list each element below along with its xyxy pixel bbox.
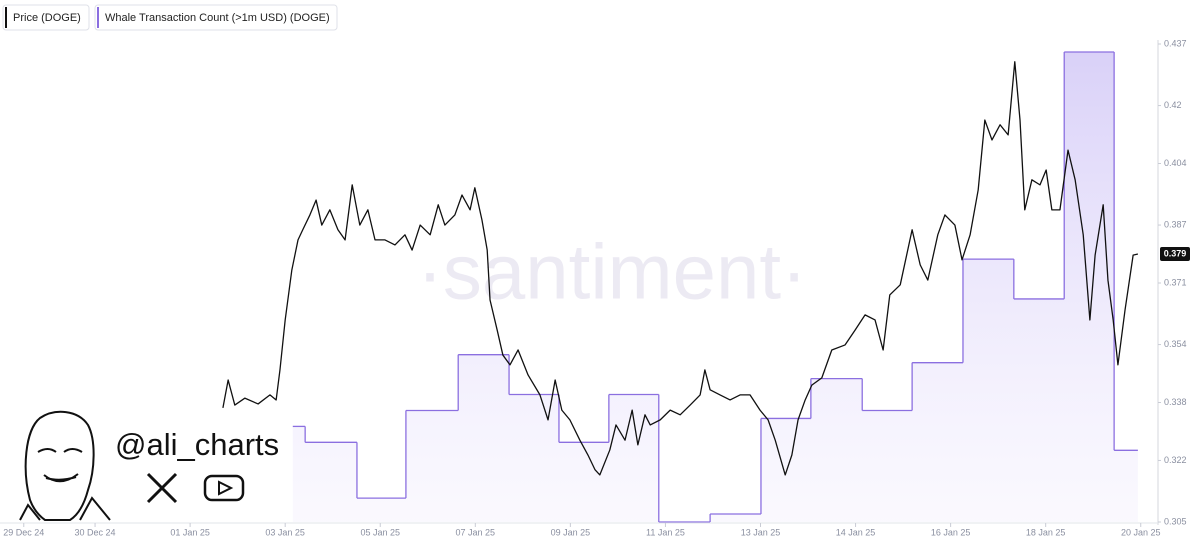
x-tick-label: 07 Jan 25 xyxy=(456,527,496,537)
youtube-play xyxy=(218,480,234,496)
price-line xyxy=(222,61,1139,476)
x-tick-label: 03 Jan 25 xyxy=(265,527,305,537)
x-tick-label: 01 Jan 25 xyxy=(170,527,210,537)
legend-swatch xyxy=(97,7,99,28)
legend-label: Whale Transaction Count (>1m USD) (DOGE) xyxy=(105,12,330,24)
x-tick-label: 20 Jan 25 xyxy=(1121,527,1161,537)
avatar-body xyxy=(19,496,111,521)
legend-swatch xyxy=(5,7,7,28)
y-tick-label: 0.437 xyxy=(1164,38,1187,48)
avatar xyxy=(24,410,95,521)
y-tick-label: 0.404 xyxy=(1164,158,1187,168)
x-tick-label: 05 Jan 25 xyxy=(360,527,400,537)
avatar-face xyxy=(37,448,83,483)
x-tick-label: 11 Jan 25 xyxy=(646,527,685,537)
current-value-label: 0.379 xyxy=(1164,248,1187,258)
y-tick-label: 0.322 xyxy=(1164,455,1187,465)
legend-box xyxy=(2,4,90,31)
branding-handle: @ali_charts xyxy=(115,427,279,462)
x-icon xyxy=(146,472,178,504)
x-tick-label: 29 Dec 24 xyxy=(3,527,44,537)
legend-label: Price (DOGE) xyxy=(13,12,81,24)
y-tick-label: 0.42 xyxy=(1164,100,1182,110)
current-value-tag xyxy=(1160,247,1190,262)
branding: @ali_charts xyxy=(19,410,279,521)
y-tick-label: 0.387 xyxy=(1164,219,1187,229)
legend-box xyxy=(94,4,338,31)
plot xyxy=(222,51,1139,523)
y-tick-label: 0.354 xyxy=(1164,339,1187,349)
y-tick-label: 0.338 xyxy=(1164,397,1187,407)
y-tick-label: 0.305 xyxy=(1164,516,1187,526)
x-tick-label: 14 Jan 25 xyxy=(836,527,876,537)
x-tick-label: 16 Jan 25 xyxy=(931,527,971,537)
x-tick-label: 13 Jan 25 xyxy=(741,527,781,537)
x-tick-label: 18 Jan 25 xyxy=(1026,527,1066,537)
x-tick-label: 09 Jan 25 xyxy=(551,527,591,537)
x-tick-label: 30 Dec 24 xyxy=(75,527,116,537)
whale-area xyxy=(292,51,1138,522)
legend: Price (DOGE) Whale Transaction Count (>1… xyxy=(2,4,338,31)
y-tick-label: 0.371 xyxy=(1164,277,1187,287)
watermark: ·santiment· xyxy=(417,228,807,316)
youtube-icon xyxy=(203,474,245,502)
